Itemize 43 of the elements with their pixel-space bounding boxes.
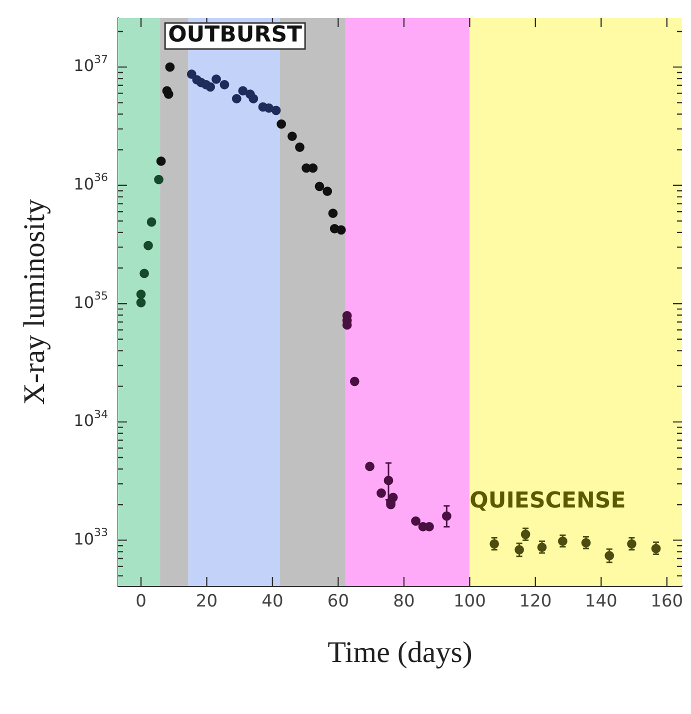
point [336, 225, 346, 235]
point [136, 290, 146, 299]
point [276, 119, 286, 129]
point [212, 74, 221, 84]
point [140, 268, 149, 278]
point [146, 217, 156, 227]
point [308, 163, 318, 173]
annotation: OUTBURST [168, 22, 302, 48]
x-tick-label: 20 [196, 592, 218, 612]
point [220, 80, 230, 90]
point [186, 70, 196, 79]
annotation: QUIESCENSE [470, 488, 626, 514]
y-axis-title: X-ray luminosity [18, 199, 51, 405]
point [411, 516, 420, 526]
point [350, 376, 360, 386]
point [287, 132, 297, 141]
point [154, 174, 164, 184]
point [248, 94, 258, 104]
point [322, 186, 332, 196]
x-tick-label: 100 [453, 592, 486, 612]
point [238, 86, 248, 96]
point [156, 156, 166, 166]
point [365, 462, 374, 472]
x-tick-label: 140 [584, 592, 618, 612]
point [376, 488, 386, 498]
point [328, 208, 338, 218]
point [144, 240, 153, 250]
x-tick-label: 80 [393, 592, 415, 612]
x-tick-label: 160 [650, 592, 684, 612]
point [164, 89, 174, 99]
point [314, 182, 324, 192]
x-tick-label: 60 [327, 592, 350, 612]
point [136, 298, 146, 308]
x-tick-label: 120 [519, 592, 552, 612]
x-tick-label: 40 [262, 592, 284, 612]
point [264, 103, 274, 113]
point [271, 106, 281, 116]
point [232, 94, 242, 104]
point [165, 62, 175, 72]
x-tick-label: 0 [136, 592, 146, 612]
x-axis-title: Time (days) [328, 636, 472, 669]
point [295, 142, 304, 152]
point [206, 82, 216, 92]
